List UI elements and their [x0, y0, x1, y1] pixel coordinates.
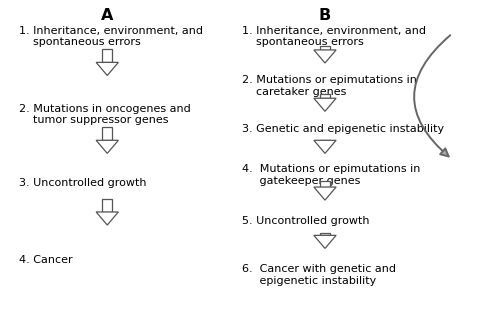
Polygon shape [314, 50, 336, 63]
Text: B: B [319, 8, 331, 23]
Text: 4. Cancer: 4. Cancer [19, 255, 73, 265]
Polygon shape [314, 98, 336, 111]
Text: 6.  Cancer with genetic and
     epigenetic instability: 6. Cancer with genetic and epigenetic in… [242, 264, 396, 285]
Polygon shape [314, 235, 336, 249]
Polygon shape [96, 212, 119, 225]
Polygon shape [314, 140, 336, 153]
Text: A: A [101, 8, 113, 23]
Text: 4.  Mutations or epimutations in
     gatekeeper genes: 4. Mutations or epimutations in gatekeep… [242, 164, 420, 186]
Text: 2. Mutations or epimutations in
    caretaker genes: 2. Mutations or epimutations in caretake… [242, 75, 417, 97]
Text: 1. Inheritance, environment, and
    spontaneous errors: 1. Inheritance, environment, and spontan… [242, 26, 426, 47]
Bar [102, 198, 112, 212]
Bar [320, 94, 330, 98]
Text: 3. Genetic and epigenetic instability: 3. Genetic and epigenetic instability [242, 124, 444, 134]
Text: 1. Inheritance, environment, and
    spontaneous errors: 1. Inheritance, environment, and spontan… [19, 26, 203, 47]
Bar [320, 233, 330, 235]
Text: 5. Uncontrolled growth: 5. Uncontrolled growth [242, 216, 369, 226]
Bar [102, 49, 112, 62]
Bar [320, 182, 330, 187]
Polygon shape [96, 140, 119, 153]
Polygon shape [314, 187, 336, 200]
Text: 2. Mutations in oncogenes and
    tumor suppressor genes: 2. Mutations in oncogenes and tumor supp… [19, 104, 191, 125]
Bar [320, 46, 330, 50]
Polygon shape [96, 62, 119, 75]
FancyArrowPatch shape [414, 35, 450, 156]
Bar [102, 127, 112, 140]
Text: 3. Uncontrolled growth: 3. Uncontrolled growth [19, 178, 147, 188]
